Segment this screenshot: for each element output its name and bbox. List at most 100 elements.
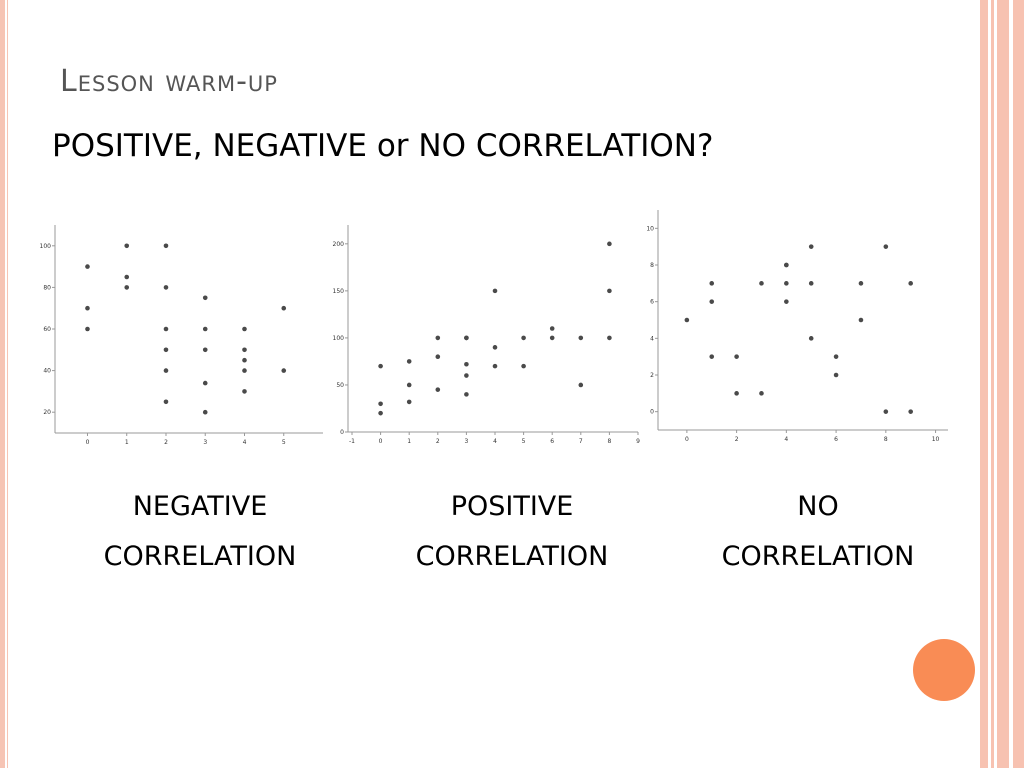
pos-data-point [435,335,441,341]
pos-x-tick-label: 7 [579,438,583,445]
scatter-chart-none: 0 2 4 6 8 10 0 2 4 6 8 10 NO CORRELATION [646,205,955,572]
none-data-point [833,354,839,359]
neg-data-point [242,368,247,373]
pos-data-point [406,399,412,405]
neg-x-tick-label: 2 [164,439,168,446]
caption-none-line2: CORRELATION [721,541,915,572]
neg-data-point [281,368,287,373]
neg-data-point [202,380,208,386]
neg-y-tick-label: 80 [43,284,51,291]
pos-x-tick-label: 9 [636,438,640,445]
none-x-tick-label: 6 [834,436,838,443]
pos-data-point [378,410,383,416]
neg-data-point [163,368,169,373]
neg-data-point [163,347,169,353]
none-data-point [784,299,789,304]
pos-data-point [378,363,383,369]
neg-x-tick-label: 0 [86,439,90,446]
caption-negative-line2: CORRELATION [103,541,297,572]
pos-data-point [549,326,555,331]
pos-data-point [492,363,498,369]
caption-positive: POSITIVE CORRELATION [362,482,662,582]
none-data-point [858,317,864,323]
none-data-point [684,317,690,323]
scatter-chart-negative: 20 40 60 80 100 0 1 2 3 4 5 NEGATIVE CORRELATION [40,210,330,572]
pos-y-tick-label: 100 [333,335,345,342]
pos-data-point [378,401,383,407]
neg-data-point [242,389,247,394]
pos-data-point [492,288,498,294]
neg-data-point [281,305,287,311]
none-data-point [784,281,789,286]
pos-data-point [464,335,469,341]
none-data-point [833,372,839,378]
pos-x-tick-label: 3 [464,438,468,445]
none-data-point [709,299,715,304]
neg-x-tick-label: 3 [203,439,207,446]
pos-data-point [578,335,584,341]
pos-data-point [464,392,469,397]
none-data-point [858,281,864,286]
pos-data-point [521,363,526,369]
neg-data-point [124,243,130,249]
pos-data-point [607,241,612,247]
right-border-stripes [977,0,1024,768]
none-y-tick-label: 10 [646,225,654,232]
neg-data-point [202,409,208,415]
pos-data-point [435,354,441,360]
scatter-chart-positive: 0 50 100 150 200 -1 0 1 2 3 4 5 6 7 8 9 POSITIVE CORREL… [333,220,650,572]
none-x-tick-label: 10 [932,436,940,443]
none-y-tick-label: 6 [650,299,654,306]
neg-x-tick-label: 1 [125,439,129,446]
neg-data-point [85,326,90,332]
neg-data-point [163,399,169,405]
none-data-point [759,391,764,396]
none-data-point [808,244,814,249]
neg-x-tick-label: 5 [282,439,286,446]
none-y-tick-label: 8 [650,262,654,269]
caption-none-line1: NO [797,491,839,522]
none-y-tick-label: 4 [650,335,654,342]
pos-data-point [607,288,612,294]
neg-data-point [124,274,130,280]
left-border-line [7,0,8,768]
none-data-point [883,409,889,414]
left-border-band [0,0,5,768]
neg-y-tick-label: 60 [43,326,51,333]
none-data-point [883,244,889,249]
neg-data-point [242,357,247,363]
none-y-tick-label: 0 [650,409,654,416]
pos-x-tick-label: 8 [607,438,611,445]
neg-data-point [163,326,169,332]
neg-data-point [85,305,90,311]
scatter-plot-positive: 0 50 100 150 200 -1 0 1 2 3 4 5 6 7 8 9 [333,225,640,445]
neg-y-tick-label: 20 [43,409,51,416]
none-x-tick-label: 8 [884,436,888,443]
none-y-tick-label: 2 [650,372,654,379]
decorative-circle-icon [913,639,975,701]
pos-data-point [464,361,469,367]
none-data-point [734,391,739,396]
pos-y-tick-label: 150 [333,288,345,295]
none-data-point [734,354,739,359]
neg-data-point [163,243,169,249]
caption-negative-line1: NEGATIVE [132,491,268,522]
pos-x-tick-label: 5 [522,438,526,445]
neg-data-point [124,285,130,290]
pos-data-point [406,359,412,364]
pos-data-point [549,335,555,341]
neg-data-point [202,347,208,353]
none-data-point [709,281,715,286]
pos-data-point [578,382,584,388]
pos-x-tick-label: 6 [550,438,554,445]
none-x-tick-label: 2 [735,436,739,443]
pos-data-point [435,387,441,392]
pos-x-tick-label: 0 [379,438,383,445]
pos-y-tick-label: 0 [340,429,344,436]
question-text: POSITIVE, NEGATIVE or NO CORRELATION? [52,128,714,164]
caption-none: NO CORRELATION [668,482,968,582]
pos-y-tick-label: 50 [336,382,344,389]
none-data-point [908,409,913,414]
pos-data-point [607,335,612,341]
pos-x-tick-label: 2 [436,438,440,445]
